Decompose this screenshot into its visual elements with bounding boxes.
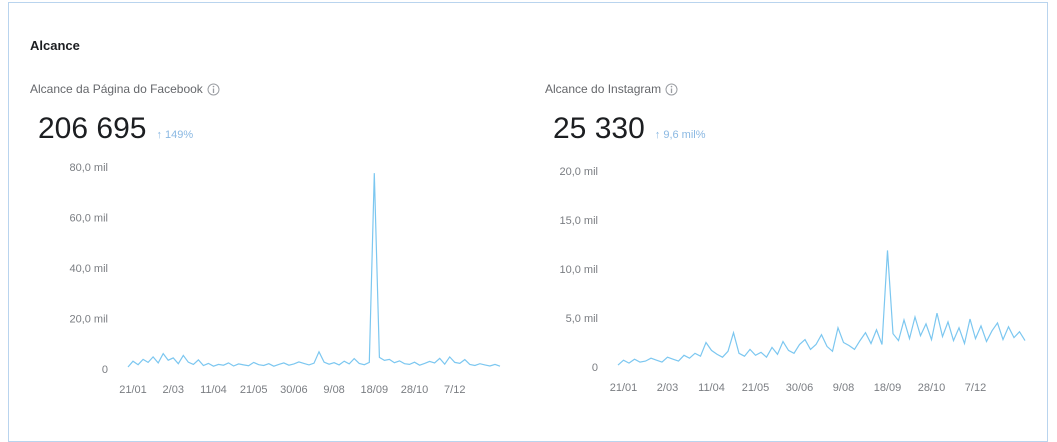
y-tick-label: 10,0 mil [559, 264, 598, 276]
x-tick-label: 7/12 [965, 382, 986, 394]
x-tick-label: 11/04 [698, 382, 725, 394]
subtitle-text: Alcance da Página do Facebook [30, 82, 203, 96]
x-tick-label: 11/04 [200, 384, 227, 396]
line-series [127, 173, 501, 368]
y-tick-label: 5,0 mil [566, 313, 598, 325]
x-tick-label: 9/08 [323, 384, 344, 396]
x-tick-label: 2/03 [657, 382, 678, 394]
y-tick-label: 80,0 mil [69, 162, 108, 174]
y-tick-label: 20,0 mil [69, 313, 108, 325]
x-tick-label: 2/03 [163, 384, 184, 396]
facebook-chart: 0 20,0 mil 40,0 mil 60,0 mil 80,0 mil 21/01 2/… [69, 162, 501, 396]
x-tick-label: 9/08 [833, 382, 854, 394]
x-tick-label: 18/09 [874, 382, 902, 394]
chart-subtitle: Alcance da Página do Facebook [30, 82, 220, 96]
x-tick-label: 30/06 [280, 384, 308, 396]
info-icon[interactable] [665, 83, 678, 96]
x-tick-label: 21/05 [742, 382, 770, 394]
x-tick-label: 28/10 [918, 382, 946, 394]
kpi-total: 206 695 [38, 112, 147, 145]
subtitle-text: Alcance do Instagram [545, 82, 662, 96]
kpi: 25 330 ↑ 9,6 mil% [553, 112, 706, 146]
y-tick-label: 60,0 mil [69, 212, 108, 224]
x-tick-label: 7/12 [444, 384, 465, 396]
kpi-change: ↑ 149% [156, 129, 194, 141]
y-tick-label: 15,0 mil [559, 215, 598, 227]
chart-subtitle: Alcance do Instagram [545, 82, 678, 96]
info-icon[interactable] [207, 83, 220, 96]
y-tick-label: 40,0 mil [69, 263, 108, 275]
x-tick-label: 21/01 [119, 384, 147, 396]
line-series [617, 250, 1026, 366]
instagram-chart: 0 5,0 mil 10,0 mil 15,0 mil 20,0 mil 21/01 2/0… [559, 166, 1026, 394]
x-tick-label: 30/06 [786, 382, 814, 394]
x-tick-label: 18/09 [361, 384, 389, 396]
x-tick-label: 28/10 [401, 384, 429, 396]
panel-title: Alcance [30, 38, 80, 53]
kpi-change: ↑ 9,6 mil% [654, 129, 706, 141]
x-tick-label: 21/05 [240, 384, 268, 396]
y-tick-label: 0 [102, 364, 108, 376]
kpi: 206 695 ↑ 149% [38, 112, 193, 146]
x-tick-label: 21/01 [610, 382, 638, 394]
kpi-total: 25 330 [553, 112, 645, 145]
y-tick-label: 0 [592, 362, 598, 374]
y-tick-label: 20,0 mil [559, 166, 598, 178]
